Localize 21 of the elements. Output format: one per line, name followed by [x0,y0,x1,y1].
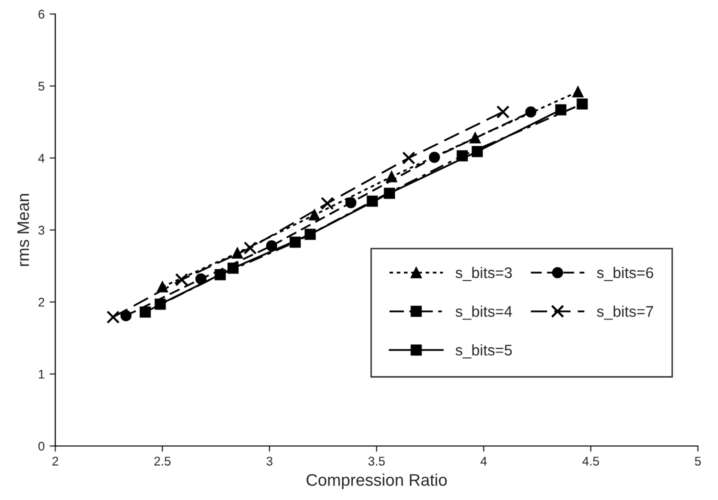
y-tick-label: 0 [38,442,44,451]
y-tick-label: 1 [38,370,44,379]
y-tick-label: 2 [38,298,44,307]
y-tick-label: 4 [38,154,45,163]
x-tick-label: 2 [52,456,58,466]
y-tick-label: 5 [38,82,44,91]
x-tick-label: 4 [480,456,487,466]
y-axis-title: rms Mean [17,194,30,266]
legend-label: s_bits=7 [596,306,654,320]
x-tick-label: 3 [266,456,272,466]
x-tick-label: 2.5 [154,456,171,466]
x-tick-label: 3.5 [368,456,385,466]
y-tick-label: 3 [38,226,44,235]
x-axis-title: Compression Ratio [306,474,447,490]
x-tick-label: 4.5 [582,456,599,466]
x-tick-label: 5 [694,456,701,466]
legend-label: s_bits=3 [456,266,512,282]
legend-label: s_bits=6 [596,266,654,282]
legend-label: s_bits=5 [456,344,512,358]
y-tick-label: 6 [38,10,44,19]
legend-label: s_bits=4 [456,306,512,320]
